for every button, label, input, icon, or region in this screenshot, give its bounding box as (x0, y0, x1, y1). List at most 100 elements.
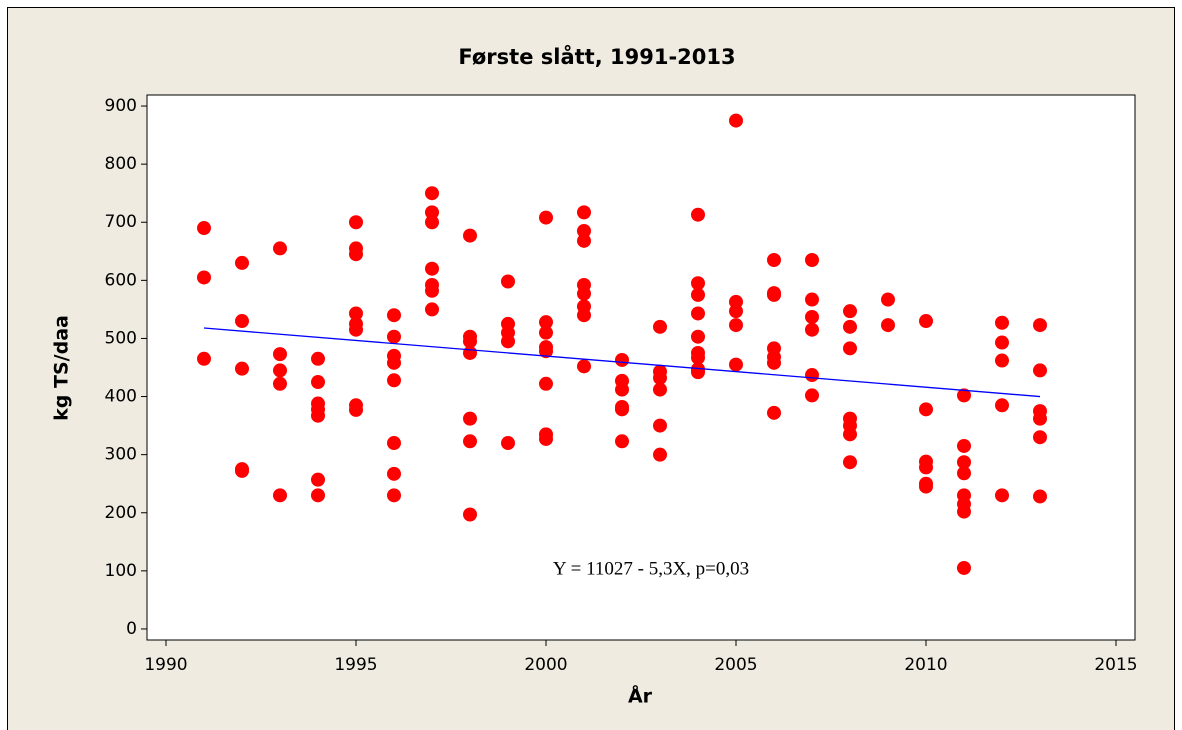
fit-line (203, 327, 1041, 398)
data-point (349, 402, 363, 417)
data-point (805, 322, 819, 337)
data-point (767, 287, 781, 302)
data-point (311, 488, 325, 503)
data-point (957, 504, 971, 519)
data-point (615, 382, 629, 397)
data-point (729, 113, 743, 128)
data-point (995, 398, 1009, 413)
y-tick-label: 700 (105, 212, 137, 232)
data-point (767, 355, 781, 370)
data-point (843, 455, 857, 470)
data-point (425, 302, 439, 317)
y-tick-label: 600 (105, 270, 137, 290)
data-point (577, 205, 591, 220)
data-point (539, 344, 553, 359)
data-point (235, 361, 249, 376)
data-point (729, 304, 743, 319)
data-point (311, 375, 325, 390)
data-point (539, 431, 553, 446)
data-point (387, 466, 401, 481)
data-point (235, 314, 249, 329)
data-point (425, 261, 439, 276)
data-point (843, 319, 857, 334)
data-point (957, 455, 971, 470)
data-point (577, 359, 591, 374)
data-point (995, 315, 1009, 330)
data-point (653, 418, 667, 433)
data-point (463, 507, 477, 522)
data-point (273, 376, 287, 391)
data-point (387, 436, 401, 451)
y-tick-label: 400 (105, 387, 137, 407)
data-point (691, 329, 705, 344)
data-point (311, 472, 325, 487)
y-tick-label: 0 (126, 619, 137, 639)
data-point (691, 306, 705, 321)
data-point (349, 322, 363, 337)
data-point (577, 223, 591, 238)
chart-title: Første slått, 1991-2013 (458, 44, 735, 69)
data-point (653, 382, 667, 397)
data-point (843, 427, 857, 442)
data-point (197, 270, 211, 285)
data-point (843, 341, 857, 356)
data-point (425, 215, 439, 230)
data-point (767, 405, 781, 420)
data-point (577, 286, 591, 301)
x-tick-label: 1995 (334, 655, 377, 675)
data-point (349, 215, 363, 230)
data-point (691, 365, 705, 380)
x-axis-label: År (628, 684, 653, 708)
data-point (387, 373, 401, 388)
data-point (957, 438, 971, 453)
data-point (691, 350, 705, 365)
data-point (995, 335, 1009, 350)
data-point (273, 363, 287, 378)
data-point (577, 233, 591, 248)
data-point (463, 345, 477, 360)
data-point (387, 488, 401, 503)
annotation: Y = 11027 - 5,3X, p=0,03 (553, 558, 749, 579)
data-point (957, 560, 971, 575)
data-point (615, 434, 629, 449)
data-point (311, 351, 325, 366)
data-point (1033, 411, 1047, 426)
data-point (881, 318, 895, 333)
data-point (501, 436, 515, 451)
data-point (653, 319, 667, 334)
data-point (805, 309, 819, 324)
x-tick-label: 2015 (1094, 655, 1137, 675)
data-point (805, 368, 819, 383)
data-point (1033, 318, 1047, 333)
data-point (273, 347, 287, 362)
y-tick-label: 200 (105, 503, 137, 523)
data-point (349, 306, 363, 321)
y-tick-label: 800 (105, 154, 137, 174)
data-point (425, 186, 439, 201)
data-point (691, 276, 705, 291)
data-point (577, 308, 591, 323)
data-point (1033, 489, 1047, 504)
data-point (957, 388, 971, 403)
data-point (197, 351, 211, 366)
data-point (463, 228, 477, 243)
data-point (501, 334, 515, 349)
data-point (767, 253, 781, 268)
plot-area (146, 94, 1136, 641)
data-point (995, 353, 1009, 368)
data-point (919, 479, 933, 494)
data-point (615, 402, 629, 417)
data-point (425, 283, 439, 298)
data-point (387, 355, 401, 370)
data-point (1033, 430, 1047, 445)
data-point (805, 253, 819, 268)
data-point (843, 304, 857, 319)
data-point (463, 334, 477, 349)
data-point (729, 318, 743, 333)
data-point (273, 241, 287, 256)
data-point (539, 210, 553, 225)
data-point (501, 274, 515, 289)
data-point (995, 488, 1009, 503)
